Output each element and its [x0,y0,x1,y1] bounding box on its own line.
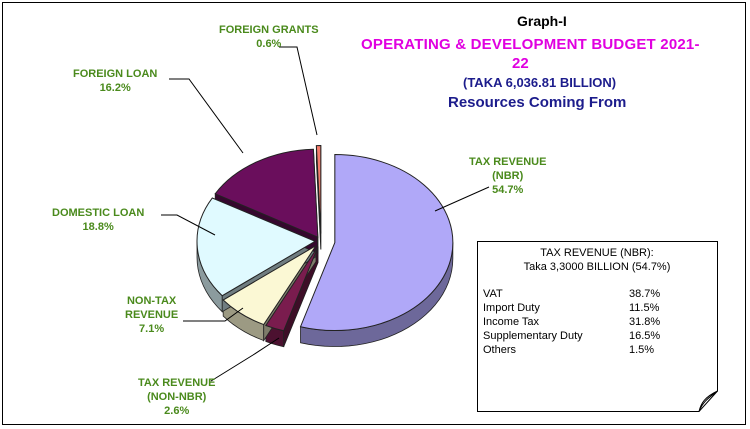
leader-line-foreign-loan [169,78,244,154]
pie-slices [196,145,454,332]
label-foreign-grants-line1: FOREIGN GRANTS [219,24,319,36]
label-foreign-loan-line1: FOREIGN LOAN [73,68,158,80]
pie-slice-tax-revenue-nbr [299,154,454,332]
pie-slice-domestic-loan [196,197,317,297]
tax-revenue-breakdown-box: TAX REVENUE (NBR): Taka 3,3000 BILLION (… [477,241,729,413]
label-domestic-loan-line1: DOMESTIC LOAN [52,207,145,219]
label-foreign-grants: FOREIGN GRANTS 0.6% [219,23,319,51]
breakdown-row: Others 1.5% [483,344,673,358]
chart-subtitle-line1: OPERATING & DEVELOPMENT BUDGET 2021- [361,36,700,53]
label-tax-revenue-nbr-value: 54.7% [492,184,524,196]
chart-subtitle-line2: 22 [512,55,529,72]
breakdown-heading: TAX REVENUE (NBR): [540,247,654,259]
label-non-tax-revenue-value: 7.1% [139,323,165,335]
breakdown-row-name: Import Duty [483,302,540,314]
breakdown-row-value: 31.8% [629,316,661,328]
label-non-tax-revenue-line1: NON-TAX [126,295,177,307]
breakdown-row-value: 16.5% [629,330,661,342]
chart-frame: Graph-I OPERATING & DEVELOPMENT BUDGET 2… [2,2,746,425]
label-domestic-loan: DOMESTIC LOAN 18.8% [52,206,144,234]
leader-line-tax-revenue-nbr [434,186,490,212]
breakdown-row-value: 38.7% [629,288,661,300]
breakdown-row: Supplementary Duty 16.5% [483,330,673,344]
leader-line-non-tax-revenue [183,307,244,322]
breakdown-row-name: VAT [483,288,503,300]
label-domestic-loan-value: 18.8% [82,221,114,233]
label-non-tax-revenue: NON-TAX REVENUE 7.1% [125,294,178,336]
chart-subtitle-resources: Resources Coming From [448,94,627,111]
breakdown-row: Import Duty 11.5% [483,302,673,316]
pie-slice-foreign-grants [315,145,322,234]
label-foreign-loan: FOREIGN LOAN 16.2% [73,67,157,95]
breakdown-row-name: Others [483,344,517,356]
breakdown-row: VAT 38.7% [483,288,673,302]
leader-line-tax-revenue-non-nbr [210,337,280,382]
breakdown-row-name: Income Tax [483,316,540,328]
label-tax-revenue-non-nbr-line2: (NON-NBR) [147,391,207,403]
leader-lines [161,46,490,382]
chart-title: Graph-I [517,13,567,29]
breakdown-row-name: Supplementary Duty [483,330,583,342]
label-tax-revenue-nbr: TAX REVENUE (NBR) 54.7% [469,155,546,197]
label-tax-revenue-nbr-line2: (NBR) [492,170,524,182]
breakdown-box-border [477,241,718,412]
label-foreign-loan-value: 16.2% [99,82,131,94]
pie-slice-tax-revenue-non-nbr [265,246,319,332]
label-tax-revenue-non-nbr-value: 2.6% [164,405,190,417]
label-foreign-grants-value: 0.6% [256,38,282,50]
pie-chart [161,46,490,382]
breakdown-row-value: 1.5% [629,344,655,356]
leader-line-foreign-grants [279,46,318,136]
label-tax-revenue-nbr-line1: TAX REVENUE [469,156,547,168]
breakdown-row: Income Tax 31.8% [483,316,673,330]
leader-line-domestic-loan [161,214,216,236]
breakdown-subheading: Taka 3,3000 BILLION (54.7%) [523,261,671,273]
label-tax-revenue-non-nbr: TAX REVENUE (NON-NBR) 2.6% [138,376,215,418]
pie-slice-non-tax-revenue [222,245,317,326]
pie-slice-foreign-loan [214,148,319,238]
chart-subtitle-total: (TAKA 6,036.81 BILLION) [463,75,617,90]
label-non-tax-revenue-line2: REVENUE [125,309,179,321]
breakdown-row-value: 11.5% [629,302,660,314]
label-tax-revenue-non-nbr-line1: TAX REVENUE [138,377,216,389]
